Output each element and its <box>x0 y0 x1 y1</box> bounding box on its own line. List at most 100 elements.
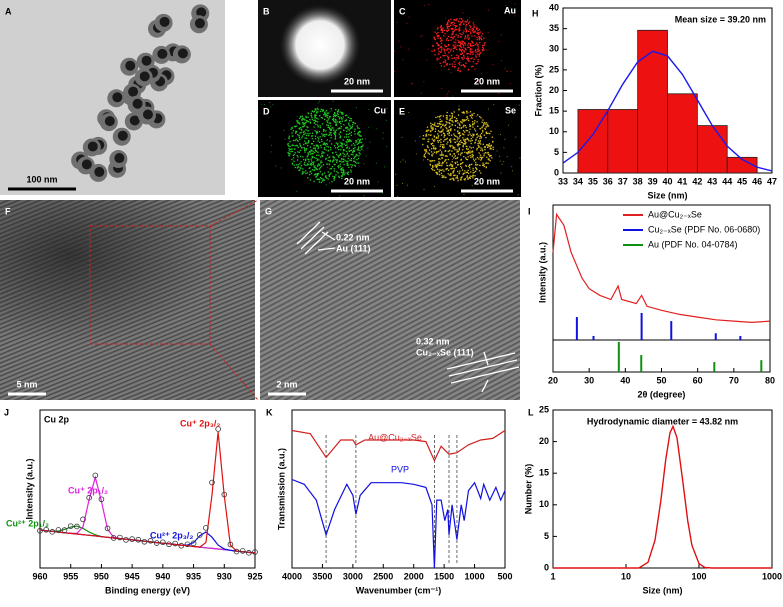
map-pixel <box>467 42 470 44</box>
map-pixel <box>456 157 458 159</box>
map-pixel <box>477 142 479 145</box>
lattice-label: Au (111) <box>336 243 371 253</box>
x-axis-label: Wavenumber (cm⁻¹) <box>356 585 441 595</box>
map-pixel <box>439 169 442 171</box>
map-pixel <box>312 150 314 153</box>
map-pixel <box>295 130 297 132</box>
map-pixel <box>446 143 448 145</box>
map-noise <box>434 165 436 167</box>
map-pixel <box>452 32 454 34</box>
map-pixel <box>457 170 459 173</box>
map-pixel <box>309 179 312 181</box>
nanoparticle-core <box>129 115 140 126</box>
map-noise <box>395 173 397 175</box>
map-pixel <box>426 135 428 137</box>
map-pixel <box>458 108 460 110</box>
map-pixel <box>450 128 452 131</box>
map-pixel <box>454 149 456 151</box>
map-pixel <box>311 155 314 158</box>
map-pixel <box>480 135 482 138</box>
map-pixel <box>468 46 470 49</box>
nanoparticle-core <box>159 16 170 27</box>
map-pixel <box>477 140 480 142</box>
peak-label: Cu²⁺ 2p₃/₂ <box>150 530 193 540</box>
data-point <box>117 534 123 541</box>
map-pixel <box>469 43 471 45</box>
data-point <box>153 540 160 546</box>
map-pixel <box>480 143 482 145</box>
map-pixel <box>347 160 349 162</box>
map-pixel <box>478 145 480 148</box>
map-noise <box>408 48 410 50</box>
map-pixel <box>484 123 486 125</box>
map-pixel <box>440 138 442 141</box>
map-pixel <box>459 143 461 146</box>
map-pixel <box>288 155 290 157</box>
x-tick-label: 10 <box>621 571 631 581</box>
data-point <box>98 496 105 503</box>
map-pixel <box>302 123 304 125</box>
y-axis-label: Number (%) <box>523 464 533 515</box>
map-noise <box>511 166 513 168</box>
map-pixel <box>322 135 324 137</box>
map-pixel <box>440 126 443 128</box>
map-pixel <box>431 138 434 140</box>
map-pixel <box>459 163 462 165</box>
y-axis-label: Intensity (a.u.) <box>24 458 34 519</box>
map-pixel <box>298 117 301 120</box>
map-pixel <box>322 164 325 166</box>
map-pixel <box>456 177 459 179</box>
map-pixel <box>444 49 446 51</box>
map-pixel <box>309 121 311 123</box>
map-pixel <box>447 58 449 60</box>
nanoparticle-core <box>142 109 153 120</box>
map-pixel <box>325 114 327 116</box>
y-tick-label: 15 <box>549 106 559 116</box>
map-pixel <box>355 140 357 142</box>
map-pixel <box>473 26 475 28</box>
map-pixel <box>428 134 430 136</box>
map-noise <box>295 144 297 146</box>
map-noise <box>475 115 477 117</box>
map-pixel <box>458 133 461 135</box>
map-pixel <box>440 154 442 156</box>
map-pixel <box>349 140 352 142</box>
map-pixel <box>309 146 312 148</box>
map-pixel <box>292 139 295 142</box>
map-pixel <box>486 162 488 164</box>
map-pixel <box>479 116 481 118</box>
map-pixel <box>450 134 453 136</box>
map-pixel <box>315 150 318 152</box>
map-pixel <box>345 140 347 143</box>
map-pixel <box>307 126 309 129</box>
map-noise <box>468 23 470 25</box>
map-pixel <box>293 164 295 166</box>
map-pixel <box>462 144 464 147</box>
zoom-line <box>209 343 259 401</box>
map-pixel <box>354 122 357 125</box>
map-pixel <box>291 148 293 150</box>
map-pixel <box>326 116 328 119</box>
map-pixel <box>468 38 470 40</box>
map-pixel <box>338 133 340 135</box>
map-pixel <box>350 158 353 160</box>
map-pixel <box>487 162 489 165</box>
map-pixel <box>454 147 456 149</box>
map-pixel <box>320 146 322 149</box>
map-pixel <box>435 151 438 153</box>
map-pixel <box>316 112 318 114</box>
map-pixel <box>315 144 317 147</box>
map-pixel <box>347 133 350 135</box>
legend-label: Cu₂₋ₓSe (PDF No. 06-0680) <box>648 224 760 234</box>
nanoparticle-core <box>87 141 98 152</box>
map-pixel <box>432 145 434 147</box>
map-pixel <box>325 158 327 160</box>
map-pixel <box>438 164 440 167</box>
map-pixel <box>432 160 434 162</box>
map-pixel <box>460 18 463 20</box>
scale-bar-label: 20 nm <box>474 176 500 186</box>
map-pixel <box>438 169 440 171</box>
map-pixel <box>358 155 360 157</box>
map-pixel <box>481 121 483 123</box>
map-pixel <box>341 161 343 163</box>
